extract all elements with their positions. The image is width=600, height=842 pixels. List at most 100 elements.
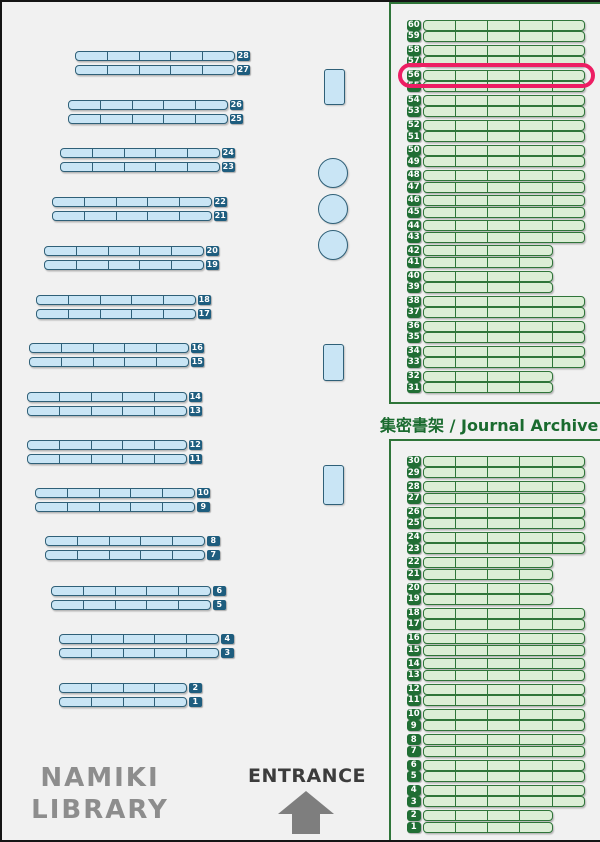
shelf-segment: [551, 482, 584, 492]
shelf-segment: [147, 211, 179, 220]
archive-shelf-row: [422, 745, 585, 757]
archive-shelf-row: [422, 307, 585, 318]
shelf-segment: [454, 645, 487, 655]
shelf-segment: [519, 645, 551, 655]
shelf-segment: [424, 308, 455, 317]
archive-row-number-badge: 22: [406, 557, 421, 569]
shelf-segment: [519, 57, 551, 66]
archive-row-number-badge: 51: [406, 131, 421, 143]
shelf-segment: [424, 322, 455, 331]
shelf-segment: [186, 635, 218, 643]
shelf-segment: [454, 634, 487, 644]
archive-row-number-badge: 12: [406, 683, 421, 695]
shelf-segment: [487, 482, 519, 492]
archive-shelf-row: [422, 582, 553, 594]
shelf-segment: [91, 149, 124, 157]
shelf-segment: [519, 31, 551, 41]
archive-shelf-row: [422, 145, 585, 156]
shelf-segment: [424, 519, 455, 528]
shelf-segment: [46, 551, 77, 559]
archive-shelf-row: [422, 644, 585, 656]
shelf-segment: [551, 207, 584, 217]
archive-shelf-row: [422, 607, 585, 619]
round-table: [318, 158, 348, 188]
shelf-segment: [487, 95, 519, 105]
reading-shelf-row: [35, 501, 195, 512]
shelf-segment: [424, 183, 455, 192]
shelf-segment: [454, 670, 487, 680]
shelf-segment: [424, 747, 455, 756]
archive-row-number-badge: 8: [406, 734, 421, 746]
reading-shelf-row: [27, 405, 187, 416]
shelf-segment: [60, 698, 91, 706]
shelf-segment: [122, 697, 155, 706]
shelf-segment: [487, 797, 519, 807]
shelf-segment: [551, 670, 584, 680]
archive-row-number-badge: 52: [406, 119, 421, 131]
shelf-segment: [108, 537, 141, 545]
reading-shelf-row: [45, 549, 205, 560]
shelf-segment: [487, 822, 519, 832]
shelf-segment: [37, 310, 68, 318]
shelf-segment: [424, 132, 455, 141]
archive-shelf-row: [422, 456, 585, 467]
shelf-segment: [519, 519, 551, 528]
shelf-segment: [90, 406, 123, 415]
shelf-segment: [106, 65, 139, 74]
shelf-segment: [487, 271, 519, 281]
reading-shelf-row: [27, 392, 187, 402]
reading-shelf-row: [35, 488, 195, 498]
archive-row-number-badge: 50: [406, 145, 421, 156]
shelf-segment: [519, 221, 551, 231]
shelf-segment: [519, 735, 551, 745]
shelf-segment: [424, 482, 455, 491]
shelf-segment: [519, 710, 551, 719]
round-table: [318, 194, 348, 224]
archive-row-number-badge: 48: [406, 170, 421, 182]
shelf-segment: [454, 746, 487, 756]
shelf-segment: [519, 346, 551, 356]
archive-shelf-row: [422, 467, 585, 479]
shelf-segment: [519, 760, 551, 770]
shelf-segment: [60, 635, 91, 643]
shelf-segment: [519, 333, 551, 343]
shelf-segment: [551, 132, 584, 142]
shelf-segment: [454, 120, 487, 130]
shelf-segment: [519, 146, 551, 155]
archive-shelf-row: [422, 557, 553, 569]
shelf-segment: [156, 357, 188, 366]
shelf-segment: [519, 271, 551, 281]
archive-shelf-row: [422, 119, 585, 131]
shelf-segment: [487, 171, 519, 181]
shelf-segment: [487, 282, 519, 292]
shelf-segment: [454, 468, 487, 478]
shelf-segment: [454, 282, 487, 292]
archive-shelf-row: [422, 270, 553, 282]
shelf-segment: [519, 544, 551, 554]
shelf-segment: [178, 600, 210, 609]
shelf-segment: [454, 146, 487, 155]
archive-row-number-badge: 35: [406, 332, 421, 344]
shelf-segment: [60, 684, 91, 692]
archive-row-number-badge: 5: [406, 771, 421, 782]
reading-shelf-row: [60, 161, 220, 172]
archive-row-number-badge: 40: [406, 270, 421, 282]
shelf-segment: [519, 670, 551, 680]
reading-shelf-row: [60, 148, 220, 158]
shelf-segment: [519, 120, 551, 130]
shelf-segment: [551, 746, 584, 756]
shelf-segment: [519, 308, 551, 317]
shelf-segment: [454, 232, 487, 242]
archive-shelf-row: [422, 784, 585, 796]
highlighted-shelf-ring: [398, 62, 595, 88]
shelf-segment: [551, 772, 584, 781]
shelf-segment: [454, 659, 487, 669]
reading-shelf-row: [36, 295, 196, 305]
shelf-segment: [424, 333, 455, 342]
entrance-arrow-icon: [278, 791, 334, 814]
shelf-segment: [162, 489, 194, 497]
shelf-segment: [424, 634, 455, 643]
entrance-label: ENTRANCE: [248, 765, 366, 787]
shelf-segment: [115, 198, 148, 206]
